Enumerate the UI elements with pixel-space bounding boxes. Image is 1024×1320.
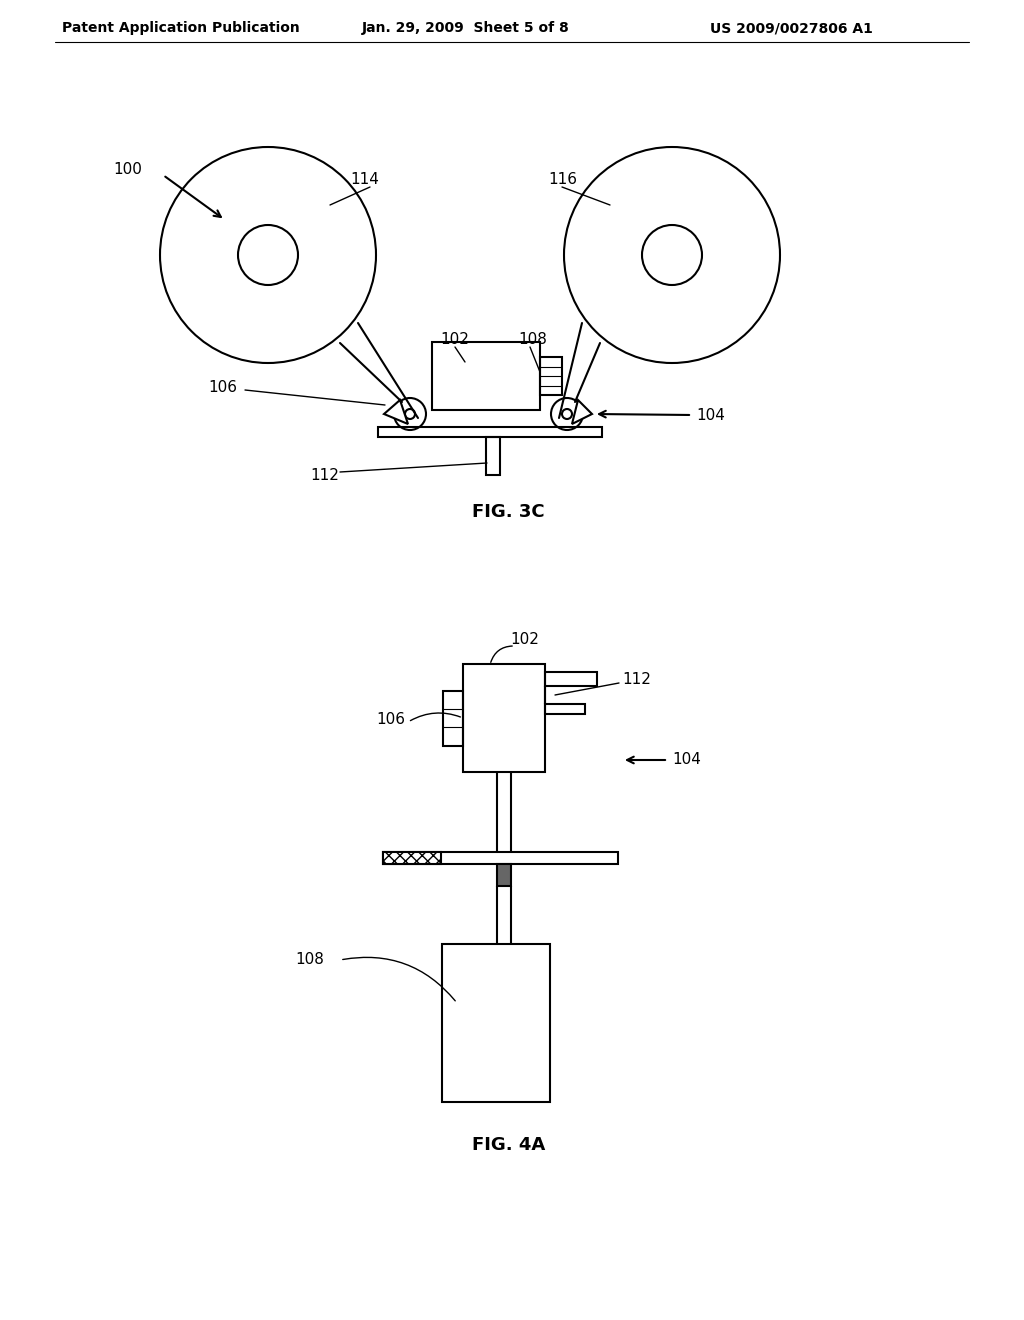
Text: 116: 116	[548, 173, 577, 187]
Polygon shape	[572, 400, 592, 424]
Text: FIG. 3C: FIG. 3C	[472, 503, 545, 521]
Bar	[545, 672, 597, 686]
Text: 100: 100	[113, 162, 142, 177]
Text: Jan. 29, 2009  Sheet 5 of 8: Jan. 29, 2009 Sheet 5 of 8	[362, 21, 569, 36]
Text: 104: 104	[672, 752, 700, 767]
Text: 104: 104	[696, 408, 725, 422]
Bar	[545, 704, 585, 714]
Bar	[540, 356, 562, 395]
Bar	[463, 664, 545, 772]
Text: 112: 112	[310, 467, 339, 483]
Text: FIG. 4A: FIG. 4A	[472, 1137, 545, 1154]
Bar	[383, 851, 441, 865]
Bar	[443, 690, 463, 746]
Bar	[378, 426, 602, 437]
Text: 112: 112	[622, 672, 651, 688]
Bar	[486, 437, 500, 475]
Text: 108: 108	[518, 333, 547, 347]
Text: 106: 106	[208, 380, 237, 396]
Text: US 2009/0027806 A1: US 2009/0027806 A1	[710, 21, 872, 36]
Bar	[432, 342, 540, 411]
Text: 106: 106	[376, 713, 406, 727]
Polygon shape	[384, 400, 408, 424]
Bar	[442, 944, 550, 1102]
Text: Patent Application Publication: Patent Application Publication	[62, 21, 300, 36]
Text: 108: 108	[295, 953, 324, 968]
Text: 102: 102	[440, 333, 469, 347]
Bar	[383, 851, 618, 865]
Bar	[497, 865, 511, 886]
Text: 102: 102	[510, 632, 539, 648]
Text: 114: 114	[350, 173, 379, 187]
